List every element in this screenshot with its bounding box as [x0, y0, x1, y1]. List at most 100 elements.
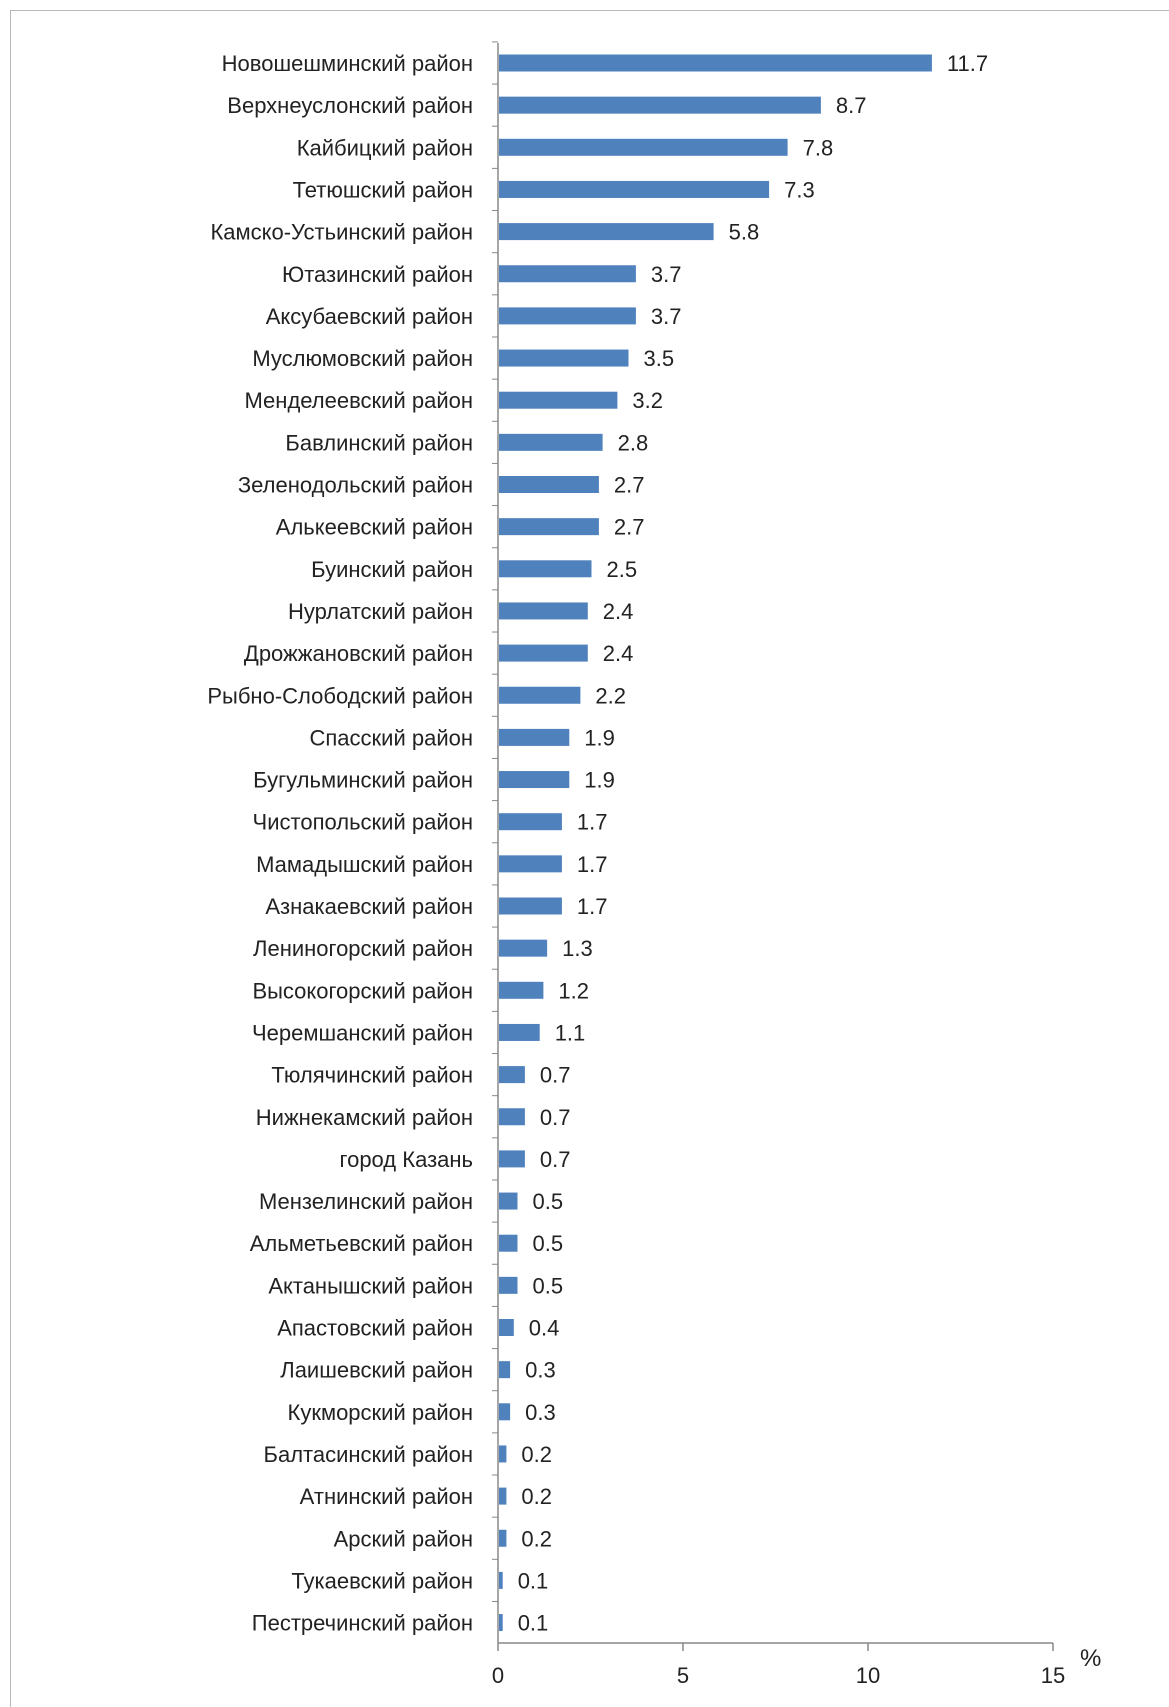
x-tick-label: 0 [492, 1663, 504, 1688]
category-label: Апастовский район [277, 1316, 473, 1341]
bar [499, 939, 548, 957]
bar [499, 981, 544, 999]
category-label: Черемшанский район [252, 1020, 473, 1045]
bar [499, 1108, 525, 1126]
category-label: Арский район [334, 1526, 473, 1551]
value-label: 1.3 [562, 936, 593, 961]
value-label: 1.9 [584, 725, 615, 750]
value-label: 5.8 [729, 220, 760, 245]
bar [499, 1319, 514, 1336]
value-label: 0.1 [518, 1568, 549, 1593]
category-label: Балтасинский район [264, 1442, 473, 1467]
value-label: 2.5 [607, 557, 638, 582]
value-label: 2.8 [618, 430, 649, 455]
category-label: Лениногорский район [253, 936, 473, 961]
category-label: Нижнекамский район [256, 1105, 473, 1130]
category-label: Лаишевский район [280, 1358, 473, 1383]
bars-layer [499, 54, 932, 1632]
value-label: 0.7 [540, 1147, 571, 1172]
bar [499, 686, 581, 704]
category-label: Буинский район [311, 557, 473, 582]
bar [499, 1487, 507, 1505]
value-label: 0.3 [525, 1400, 556, 1425]
x-tick-label: 5 [677, 1663, 689, 1688]
category-label: Мамадышский район [256, 852, 473, 877]
bar [499, 54, 932, 72]
bar [499, 265, 636, 283]
bar [499, 1529, 507, 1547]
value-label: 0.2 [521, 1484, 552, 1509]
category-label: Высокогорский район [252, 978, 473, 1003]
value-label: 3.7 [651, 304, 682, 329]
bar [499, 1234, 518, 1252]
value-label: 0.5 [533, 1273, 564, 1298]
value-label: 0.3 [525, 1358, 556, 1383]
x-tick-label: 10 [856, 1663, 880, 1688]
bar [499, 728, 570, 746]
bar [499, 855, 562, 873]
bar [499, 1023, 540, 1041]
value-label: 1.9 [584, 768, 615, 793]
value-label: 3.2 [632, 388, 663, 413]
value-label: 1.1 [555, 1020, 586, 1045]
chart-frame [10, 10, 1169, 1707]
value-label: 3.7 [651, 262, 682, 287]
bar [499, 433, 603, 451]
category-label: Зеленодольский район [238, 473, 473, 498]
category-label: Дрожжановский район [244, 641, 473, 666]
axes-layer [497, 43, 1053, 1644]
category-label: Пестречинский район [252, 1611, 473, 1636]
bar [499, 349, 629, 367]
value-labels-layer: 11.7 8.77.8 7.3 5.8 3.7 3.7 3.5 3.2 2.8 2.7 2.7 2.5… [518, 51, 988, 1636]
category-label: Ютазинский район [282, 262, 473, 287]
value-label: 8.7 [836, 93, 867, 118]
value-label: 0.2 [521, 1526, 552, 1551]
category-label: Альметьевский район [250, 1231, 473, 1256]
category-label: Кукморский район [288, 1400, 474, 1425]
bar [499, 1150, 525, 1168]
bar [499, 644, 588, 662]
bar [499, 1066, 525, 1084]
category-label: город Казань [340, 1147, 473, 1172]
category-label: Атнинский район [300, 1484, 473, 1509]
category-label: Камско-Устьинский район [210, 220, 473, 245]
value-label: 2.2 [595, 683, 626, 708]
value-label: 1.2 [558, 978, 589, 1003]
bar [499, 1276, 518, 1294]
value-label: 2.7 [614, 473, 645, 498]
value-label: 2.7 [614, 515, 645, 540]
value-label: 0.5 [533, 1231, 564, 1256]
bar [499, 771, 570, 789]
value-label: 0.4 [529, 1316, 560, 1341]
value-label: 0.7 [540, 1105, 571, 1130]
value-label: 2.4 [603, 599, 634, 624]
category-label: Муслюмовский район [252, 346, 473, 371]
value-label: 3.5 [644, 346, 675, 371]
category-label: Рыбно-Слободский район [207, 683, 473, 708]
category-label: Алькеевский район [276, 515, 473, 540]
value-label: 0.7 [540, 1063, 571, 1088]
bar [499, 602, 588, 620]
category-label: Аксубаевский район [266, 304, 473, 329]
bar [499, 391, 618, 409]
value-label: 2.4 [603, 641, 634, 666]
x-axis-unit-label: % [1080, 1645, 1101, 1672]
category-label: Верхнеуслонский район [227, 93, 473, 118]
x-ticks-layer: 0 5 10 15 [492, 41, 1065, 1688]
category-label: Мензелинский район [259, 1189, 473, 1214]
value-label: 7.8 [803, 135, 834, 160]
bar [499, 813, 562, 831]
bar [499, 1445, 507, 1463]
bar [499, 1614, 503, 1632]
category-label: Менделеевский район [244, 388, 473, 413]
category-label: Кайбицкий район [297, 135, 473, 160]
category-label: Бугульминский район [253, 768, 473, 793]
category-label: Новошешминский район [222, 51, 473, 76]
bar [499, 223, 714, 241]
category-label: Тетюшский район [293, 177, 473, 202]
bar [499, 96, 821, 114]
bar [499, 180, 770, 198]
value-label: 0.2 [521, 1442, 552, 1467]
bar [499, 138, 788, 156]
